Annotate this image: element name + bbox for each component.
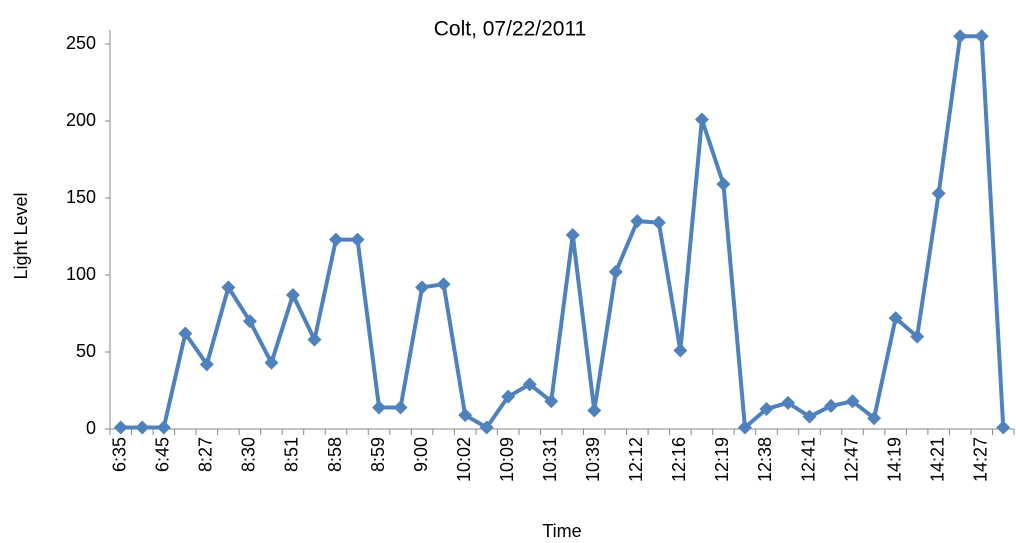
- y-tick-label: 150: [66, 187, 96, 207]
- data-marker: [974, 29, 989, 44]
- data-marker: [307, 332, 322, 347]
- x-tick-label: 6:45: [153, 437, 173, 472]
- data-marker: [953, 29, 968, 44]
- data-marker: [264, 355, 279, 370]
- data-marker: [221, 280, 236, 295]
- x-tick-label: 10:09: [497, 437, 517, 482]
- x-tick-label: 8:27: [196, 437, 216, 472]
- data-marker: [458, 408, 473, 423]
- data-marker: [824, 398, 839, 413]
- data-marker: [759, 401, 774, 416]
- data-marker: [845, 394, 860, 409]
- data-marker: [630, 214, 645, 229]
- x-tick-label: 6:35: [110, 437, 130, 472]
- x-tick-label: 12:47: [841, 437, 861, 482]
- data-marker: [199, 357, 214, 372]
- y-tick-label: 250: [66, 33, 96, 53]
- data-marker: [737, 420, 752, 435]
- x-tick-label: 12:12: [626, 437, 646, 482]
- data-marker: [350, 232, 365, 247]
- data-marker: [910, 329, 925, 344]
- x-tick-label: 10:39: [583, 437, 603, 482]
- data-marker: [673, 343, 688, 358]
- y-tick-label: 200: [66, 110, 96, 130]
- data-marker: [393, 400, 408, 415]
- x-tick-label: 9:00: [411, 437, 431, 472]
- data-marker: [867, 411, 882, 426]
- data-marker: [587, 403, 602, 418]
- x-tick-label: 8:59: [368, 437, 388, 472]
- y-tick-label: 50: [76, 341, 96, 361]
- data-marker: [242, 314, 257, 329]
- data-marker: [501, 389, 516, 404]
- x-tick-label: 12:19: [712, 437, 732, 482]
- data-marker: [544, 394, 559, 409]
- data-marker: [931, 186, 946, 201]
- data-marker: [694, 112, 709, 127]
- x-tick-label: 8:30: [239, 437, 259, 472]
- y-tick-label: 100: [66, 264, 96, 284]
- data-marker: [178, 326, 193, 341]
- chart-title: Colt, 07/22/2011: [434, 18, 587, 41]
- x-tick-label: 10:31: [540, 437, 560, 482]
- data-marker: [436, 277, 451, 292]
- y-axis-label: Light Level: [11, 192, 31, 279]
- data-marker: [651, 215, 666, 230]
- data-marker: [608, 264, 623, 279]
- data-marker: [888, 311, 903, 326]
- data-line: [120, 34, 1006, 430]
- data-marker: [479, 420, 494, 435]
- x-tick-label: 14:27: [970, 437, 990, 482]
- x-tick-label: 8:51: [282, 437, 302, 472]
- data-marker: [996, 420, 1011, 435]
- x-tick-label: 14:19: [884, 437, 904, 482]
- x-tick-label: 12:41: [798, 437, 818, 482]
- x-tick-label: 12:38: [755, 437, 775, 482]
- data-marker: [565, 227, 580, 242]
- x-tick-label: 14:21: [927, 437, 947, 482]
- data-marker: [135, 420, 150, 435]
- y-tick-label: 0: [86, 418, 96, 438]
- x-tick-label: 8:58: [325, 437, 345, 472]
- data-marker: [522, 377, 537, 392]
- data-marker: [329, 232, 343, 247]
- x-tick-label: 12:16: [669, 437, 689, 482]
- data-marker: [113, 420, 128, 435]
- data-marker: [781, 395, 795, 410]
- x-axis-label: Time: [542, 521, 581, 541]
- x-tick-label: 10:02: [454, 437, 474, 482]
- data-marker: [156, 420, 171, 435]
- data-marker: [716, 177, 731, 192]
- data-marker: [802, 409, 817, 424]
- data-marker: [285, 288, 300, 303]
- data-marker: [372, 400, 387, 415]
- data-marker: [415, 280, 430, 295]
